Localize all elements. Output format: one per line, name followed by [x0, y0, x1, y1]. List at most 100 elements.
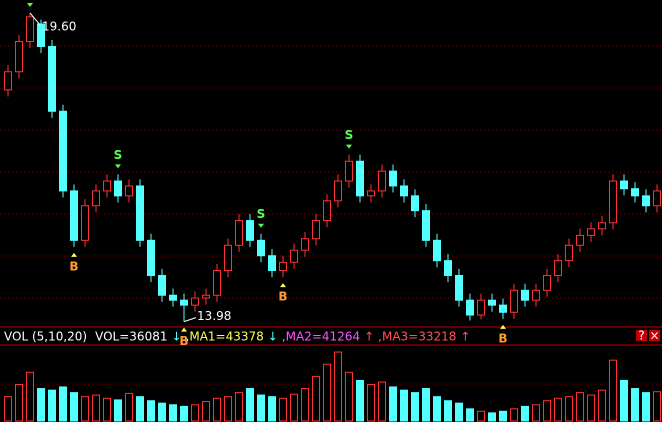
- candle-body: [279, 261, 287, 272]
- candle-body: [92, 190, 100, 207]
- high-label: 19.60: [42, 19, 76, 33]
- volume-bar: [246, 388, 254, 422]
- volume-bar: [356, 379, 364, 422]
- candle-body: [323, 200, 331, 222]
- candle-body: [114, 180, 122, 197]
- volume-bar: [103, 397, 111, 422]
- candle-body: [609, 180, 617, 224]
- volume-bar: [15, 384, 23, 422]
- volume-bar: [169, 404, 177, 422]
- volume-bar: [543, 400, 551, 422]
- candle-body: [257, 239, 265, 257]
- signal-label: B: [498, 331, 507, 345]
- candle-body: [103, 180, 111, 192]
- volume-bar: [477, 410, 485, 422]
- volume-bar: [653, 391, 661, 422]
- candle-body: [235, 220, 243, 246]
- volume-bar: [323, 363, 331, 422]
- volume-bar: [59, 386, 67, 422]
- close-button[interactable]: [649, 330, 660, 341]
- volume-header-text: ↓: [268, 330, 278, 344]
- candle-body: [59, 110, 67, 192]
- candle-body: [125, 185, 133, 197]
- volume-bar: [378, 381, 386, 422]
- volume-header-text: VOL (5,10,20): [4, 330, 87, 344]
- candle-body: [532, 289, 540, 301]
- volume-bar: [598, 389, 606, 422]
- candle-body: [191, 297, 199, 306]
- candle-body: [37, 23, 45, 47]
- candle-body: [147, 239, 155, 276]
- candle-body: [312, 220, 320, 240]
- volume-bar: [389, 386, 397, 422]
- volume-bar: [532, 404, 540, 422]
- signal-arrow: [27, 2, 33, 7]
- volume-bar: [279, 397, 287, 422]
- volume-bar: [499, 410, 507, 422]
- candle-body: [389, 170, 397, 187]
- help-button[interactable]: [636, 330, 647, 341]
- volume-bar: [367, 384, 375, 422]
- candle-body: [158, 274, 166, 296]
- volume-bar: [631, 388, 639, 422]
- candle-body: [81, 205, 89, 241]
- signal-arrow: [258, 223, 264, 228]
- candle-body: [180, 299, 188, 306]
- candle-body: [26, 16, 34, 43]
- signal-label: S: [345, 128, 354, 142]
- volume-bar: [521, 405, 529, 422]
- candle-body: [521, 289, 529, 301]
- volume-bar: [609, 359, 617, 422]
- candle-body: [411, 195, 419, 212]
- volume-bar: [26, 371, 34, 422]
- volume-header-text: ,MA1=43378: [186, 330, 264, 344]
- volume-bar: [180, 405, 188, 422]
- candle-body: [202, 294, 210, 299]
- volume-header: VOL (5,10,20) VOL=36081 ↓ ,MA1=43378 ↓ ,MA2=4…: [4, 330, 470, 344]
- candle-body: [356, 160, 364, 197]
- volume-bar: [433, 396, 441, 422]
- candle-body: [367, 190, 375, 197]
- volume-bar: [136, 396, 144, 422]
- volume-bar: [125, 392, 133, 422]
- signal-arrow: [71, 252, 77, 257]
- candle-body: [598, 222, 606, 230]
- candle-body: [653, 190, 661, 207]
- candle-body: [433, 239, 441, 262]
- candle-body: [510, 289, 518, 313]
- candle-body: [422, 210, 430, 241]
- volume-bar: [224, 396, 232, 422]
- volume-bar: [554, 397, 562, 422]
- help-icon: ?: [638, 329, 644, 343]
- signal-arrow: [346, 144, 352, 149]
- candle-body: [477, 299, 485, 316]
- candle-body: [455, 274, 463, 301]
- candle-body: [543, 274, 551, 291]
- candle-body: [268, 255, 276, 272]
- volume-bar: [510, 408, 518, 422]
- volume-bar: [466, 408, 474, 422]
- volume-bar: [422, 388, 430, 422]
- volume-bar: [147, 400, 155, 422]
- volume-bar: [290, 393, 298, 422]
- candle-body: [334, 180, 342, 202]
- candle-body: [213, 270, 221, 296]
- candle-body: [224, 244, 232, 272]
- candle-body: [642, 195, 650, 207]
- signal-label: B: [179, 334, 188, 348]
- signal-arrow: [280, 283, 286, 288]
- candle-body: [499, 304, 507, 313]
- signal-arrow: [115, 164, 121, 169]
- candle-body: [565, 244, 573, 262]
- volume-bar: [268, 396, 276, 422]
- volume-bar: [411, 392, 419, 422]
- volume-bar: [301, 388, 309, 422]
- candle-body: [345, 160, 353, 182]
- volume-header-text: ↑: [460, 330, 470, 344]
- volume-bar: [642, 392, 650, 422]
- volume-bar: [213, 397, 221, 422]
- volume-bar: [4, 396, 12, 422]
- candle-body: [400, 185, 408, 197]
- candle-body: [136, 185, 144, 241]
